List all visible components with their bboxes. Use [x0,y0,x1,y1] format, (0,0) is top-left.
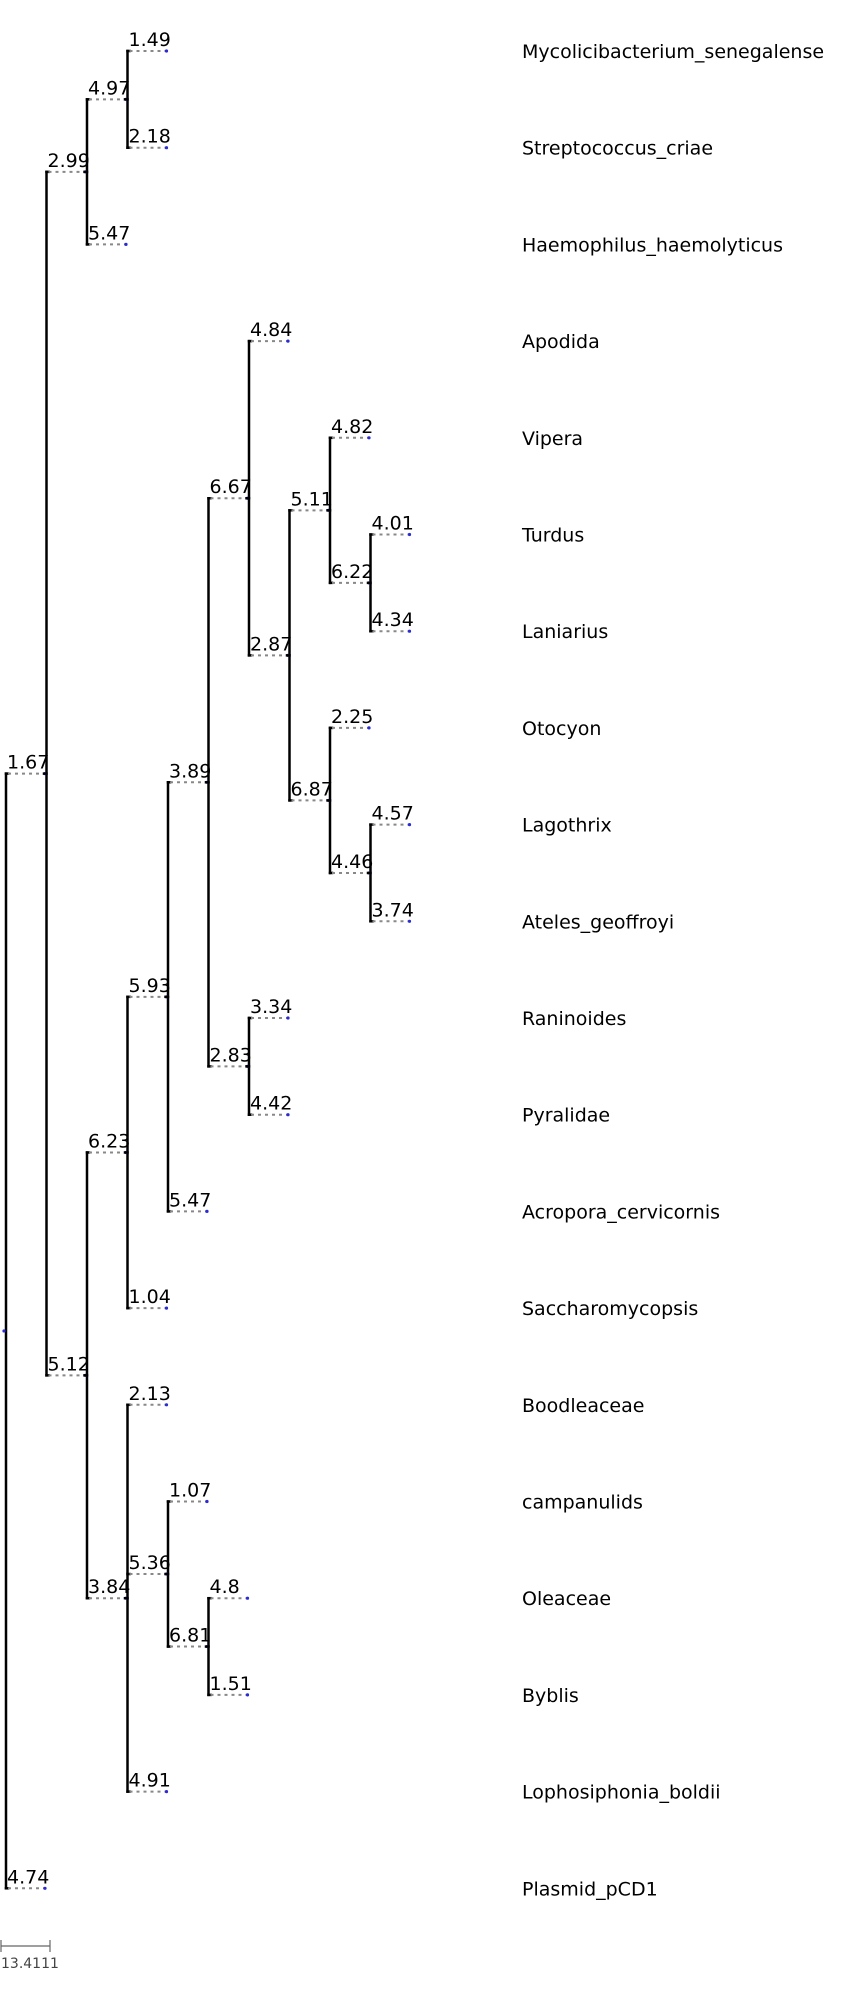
node-dot-oleaceae [245,1596,250,1600]
leaf-label-acropora: Acropora_cervicornis [522,1201,720,1223]
node-dot-acropora [205,1209,209,1213]
branch-length-saccharo: 1.04 [129,1286,171,1308]
branch-length-n_a: 1.67 [7,752,49,774]
branch-length-n_m: 6.87 [291,778,333,800]
branch-length-n_d: 4.97 [88,77,130,99]
leaf-label-oleaceae: Oleaceae [522,1588,611,1610]
leaf-label-laniarius: Laniarius [522,621,608,643]
node-dot-strepto [164,146,169,150]
branch-length-strepto: 2.18 [129,126,171,148]
branch-length-n_p: 5.36 [129,1552,171,1574]
leaf-label-vipera: Vipera [522,428,583,450]
node-dot-apodida [286,339,290,343]
branch-length-oleaceae: 4.8 [210,1576,240,1598]
leaf-label-pyralidae: Pyralidae [522,1105,610,1127]
branch-length-n_f: 3.84 [88,1576,130,1598]
leaf-label-apodida: Apodida [522,331,600,353]
tree-edges [2,49,412,1890]
branch-length-laniarius: 4.34 [372,609,414,631]
branch-length-n_l: 5.11 [291,488,333,510]
branch-length-raninoides: 3.34 [250,996,292,1018]
branch-length-apodida: 4.84 [250,319,292,341]
node-dot-raninoides [286,1016,290,1020]
branch-length-campanulids: 1.07 [169,1480,211,1502]
tree-labels: 1.67 2.99 4.97 1.49 Mycolicibacterium_senega… [7,29,824,1900]
leaf-label-raninoides: Raninoides [522,1008,626,1030]
leaf-label-turdus: Turdus [521,525,584,547]
leaf-label-haemophilus: Haemophilus_haemolyticus [522,234,783,256]
leaf-label-byblis: Byblis [522,1685,579,1707]
branch-length-otocyon: 2.25 [331,706,373,728]
node-dot-otocyon [367,726,371,730]
leaf-label-mycoli: Mycolicibacterium_senegalense [522,41,824,63]
root-node-dot [2,1329,6,1333]
node-dot-campanulids [205,1499,209,1504]
scale-bar-label: 13.4111 [1,1956,59,1972]
node-dot-laniarius [407,629,412,633]
branch-length-n_q: 6.81 [169,1625,211,1647]
scale-bar: 13.4111 [0,1940,59,1972]
leaf-label-plasmid: Plasmid_pCD1 [522,1878,658,1900]
node-dot-boodleaceae [164,1403,169,1407]
leaf-label-campanulids: campanulids [522,1492,643,1514]
leaf-label-boodleaceae: Boodleaceae [522,1395,644,1417]
leaf-label-otocyon: Otocyon [522,718,601,740]
branch-length-n_e: 6.23 [88,1130,130,1152]
leaf-label-strepto: Streptococcus_criae [522,138,713,160]
branch-length-n_k: 2.87 [250,633,292,655]
branch-length-lagothrix: 4.57 [372,803,414,825]
branch-length-turdus: 4.01 [372,513,414,535]
node-dot-turdus [407,532,412,537]
node-dot-lagothrix [407,823,412,827]
node-dot-haemophilus [124,242,128,246]
branch-length-lophosiphonia: 4.91 [129,1770,171,1792]
leaf-label-ateles: Ateles_geoffroyi [522,911,674,933]
branch-length-n_h: 3.89 [169,760,211,782]
node-dot-vipera [367,436,371,440]
leaf-label-lagothrix: Lagothrix [522,815,612,837]
branch-length-plasmid: 4.74 [7,1866,49,1888]
leaf-label-lophosiphonia: Lophosiphonia_boldii [522,1782,721,1804]
node-dot-lophosiphonia [164,1790,169,1794]
leaf-label-saccharo: Saccharomycopsis [522,1298,698,1320]
branch-length-n_i: 6.67 [210,476,252,498]
branch-length-pyralidae: 4.42 [250,1093,292,1115]
branch-length-n_g: 5.93 [129,975,171,997]
node-dot-byblis [245,1693,250,1697]
branch-length-byblis: 1.51 [210,1673,252,1695]
node-dot-mycoli [164,49,169,53]
node-dot-ateles [407,919,412,923]
branch-length-n_o: 4.46 [331,851,373,873]
branch-length-n_b: 2.99 [48,150,90,172]
branch-length-n_c: 5.12 [48,1353,90,1375]
branch-length-acropora: 5.47 [169,1189,211,1211]
branch-length-ateles: 3.74 [372,899,414,921]
branch-length-n_j: 2.83 [210,1044,252,1066]
node-dot-plasmid [43,1886,47,1890]
branch-length-mycoli: 1.49 [129,29,171,51]
branch-length-n_n: 6.22 [331,561,373,583]
branch-length-haemophilus: 5.47 [88,222,130,244]
branch-length-boodleaceae: 2.13 [129,1383,171,1405]
branch-length-vipera: 4.82 [331,416,373,438]
node-dot-saccharo [164,1306,169,1310]
node-dot-pyralidae [286,1113,290,1117]
